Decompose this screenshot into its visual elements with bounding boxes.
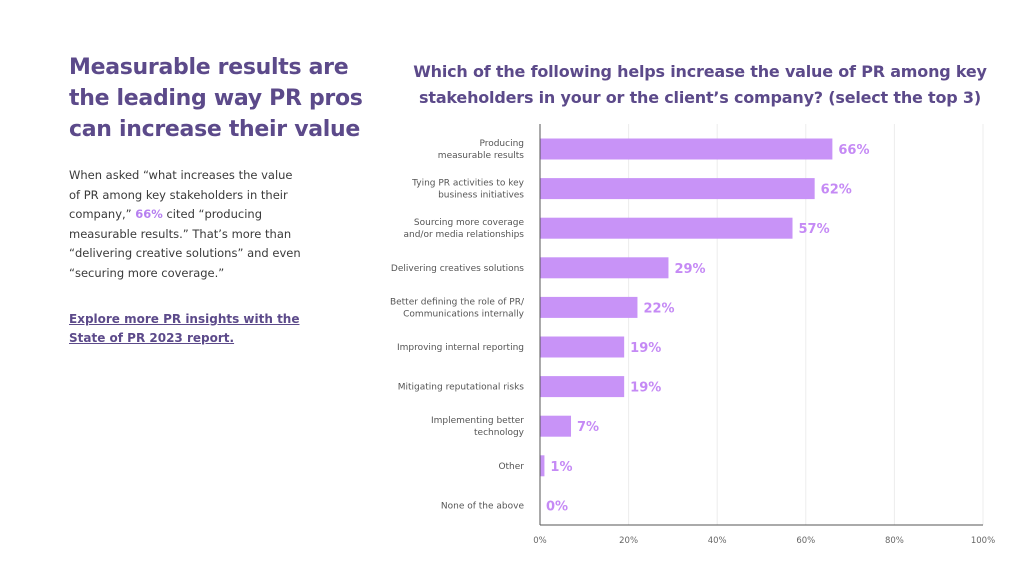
category-label: Producing — [479, 139, 524, 149]
state-of-pr-report-link[interactable]: Explore more PR insights with the State … — [69, 312, 300, 345]
x-tick-label: 20% — [619, 536, 638, 546]
x-tick-label: 0% — [533, 536, 547, 546]
category-label: Better defining the role of PR/ — [390, 297, 525, 307]
category-label: Implementing better — [431, 416, 524, 426]
category-label: Mitigating reputational risks — [398, 383, 525, 393]
body-text-part2: cited “producing measurable results.” Th… — [69, 207, 301, 280]
body-text-part1: When asked “what increases the value of … — [69, 168, 293, 221]
value-label: 57% — [799, 222, 830, 237]
x-tick-label: 80% — [885, 536, 904, 546]
category-label: technology — [474, 428, 525, 438]
bar — [540, 296, 638, 318]
value-label: 29% — [674, 262, 705, 277]
value-label: 62% — [821, 183, 852, 198]
value-label: 66% — [838, 143, 869, 158]
bar — [540, 257, 669, 279]
value-label: 1% — [550, 460, 572, 475]
value-label: 0% — [546, 499, 568, 514]
bar — [540, 336, 625, 358]
bar — [540, 138, 833, 160]
left-panel: Measurable results are the leading way P… — [69, 52, 369, 348]
value-label: 19% — [630, 341, 661, 356]
headline: Measurable results are the leading way P… — [69, 55, 363, 142]
chart-title: Which of the following helps increase th… — [413, 62, 987, 107]
bar — [540, 376, 625, 398]
value-label: 22% — [643, 301, 674, 316]
bar — [540, 217, 793, 239]
category-label: Other — [498, 462, 524, 472]
bar — [540, 455, 545, 477]
x-tick-label: 40% — [708, 536, 727, 546]
bar — [540, 415, 572, 437]
category-label: Communications internally — [403, 309, 525, 319]
x-tick-label: 100% — [971, 536, 995, 546]
highlight-stat: 66% — [135, 207, 163, 221]
category-label: Tying PR activities to key — [411, 179, 525, 189]
category-label: measurable results — [438, 151, 525, 161]
body-text: When asked “what increases the value of … — [69, 166, 304, 283]
value-label: 7% — [577, 420, 599, 435]
category-label: Sourcing more coverage — [414, 218, 525, 228]
value-label: 19% — [630, 381, 661, 396]
category-label: None of the above — [441, 501, 525, 511]
category-label: Improving internal reporting — [397, 343, 524, 353]
x-tick-label: 60% — [796, 536, 815, 546]
category-label: and/or media relationships — [403, 230, 524, 240]
bar — [540, 178, 815, 200]
category-label: Delivering creatives solutions — [391, 264, 524, 274]
category-label: business initiatives — [438, 191, 524, 201]
